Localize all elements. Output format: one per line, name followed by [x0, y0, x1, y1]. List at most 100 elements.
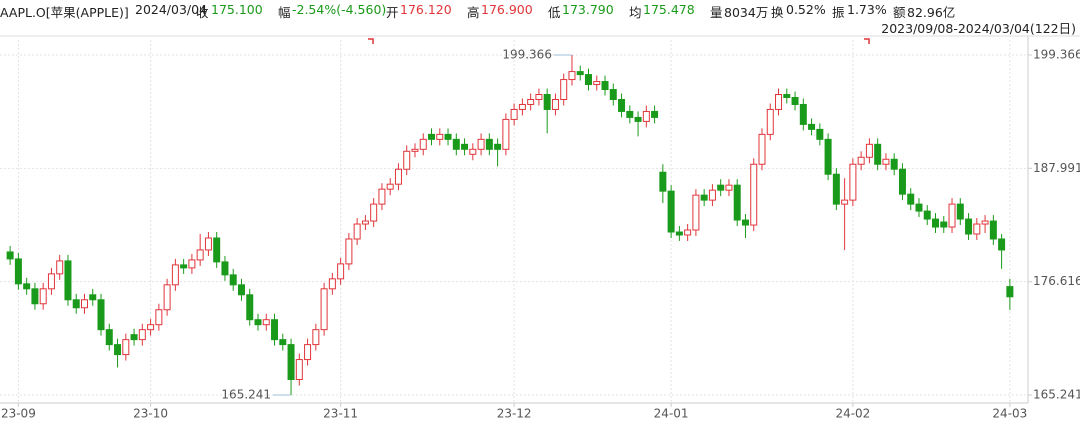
- field-label: 高: [467, 5, 480, 20]
- field-label: 均: [629, 5, 642, 20]
- candle-body: [750, 163, 758, 226]
- field-value: -2.54%(-4.560): [292, 2, 387, 17]
- candle-body: [890, 158, 898, 170]
- candle-body: [320, 288, 328, 331]
- candle-body: [147, 324, 155, 331]
- candle-body: [254, 319, 262, 326]
- candle-body: [64, 260, 72, 301]
- candle-body: [188, 259, 196, 269]
- candle-body: [31, 288, 39, 305]
- max-label: 199.366: [502, 47, 552, 61]
- candle-body: [105, 329, 113, 346]
- x-tick-label: 23-12: [497, 407, 532, 421]
- x-tick-label: 24-01: [654, 407, 689, 421]
- candle-body: [981, 220, 989, 225]
- x-tick-label: 23-09: [1, 407, 36, 421]
- candle-body: [775, 94, 783, 110]
- candle-body: [295, 359, 303, 380]
- candle-body: [386, 183, 394, 190]
- candle-body: [452, 138, 460, 150]
- field-label: 幅: [278, 5, 291, 20]
- candle-body: [361, 220, 369, 225]
- field-value: 175.100: [211, 2, 263, 17]
- candle-body: [262, 319, 270, 326]
- candle-body: [469, 148, 477, 155]
- candle-body: [791, 96, 799, 105]
- candle-body: [932, 218, 940, 228]
- candle-body: [717, 184, 725, 191]
- candle-body: [874, 143, 882, 165]
- candle-body: [535, 94, 543, 100]
- candle-body: [328, 278, 336, 290]
- field-value: 8034万: [724, 5, 769, 20]
- date: 2024/03/04: [135, 2, 208, 17]
- candle-body: [758, 133, 766, 165]
- candle-body: [97, 299, 105, 331]
- candle-body: [510, 108, 518, 120]
- candle-body: [857, 156, 865, 165]
- field-value: 0.52%: [786, 2, 826, 17]
- candle-body: [708, 189, 716, 201]
- candle-body: [39, 288, 47, 305]
- field-label: 振: [832, 5, 845, 20]
- candle-body: [246, 294, 254, 321]
- candle-body: [808, 123, 816, 130]
- candle-body: [923, 210, 931, 220]
- y-tick-label: 176.616: [1033, 274, 1080, 288]
- candle-body: [221, 261, 229, 276]
- field-value: 175.478: [643, 2, 695, 17]
- candle-body: [271, 319, 279, 341]
- candle-body: [304, 344, 312, 361]
- y-tick-label: 187.991: [1033, 161, 1080, 175]
- date-range: 2023/09/08-2024/03/04(122日): [881, 21, 1076, 36]
- x-tick-label: 24-02: [835, 407, 870, 421]
- candle-body: [403, 150, 411, 170]
- candle-body: [965, 218, 973, 235]
- candle-body: [626, 110, 634, 118]
- candle-body: [80, 299, 88, 309]
- field-label: 低: [548, 5, 561, 20]
- field-value: 176.900: [481, 2, 533, 17]
- candle-body: [824, 138, 832, 175]
- field-value: 173.790: [562, 2, 614, 17]
- candle-body: [477, 138, 485, 150]
- candle-body: [741, 219, 749, 226]
- field-label: 收: [196, 5, 209, 20]
- candle-body: [502, 118, 510, 150]
- candle-body: [940, 221, 948, 228]
- candle-body: [634, 116, 642, 122]
- candle-body: [849, 163, 857, 201]
- candle-body: [461, 143, 469, 150]
- candle-body: [353, 223, 361, 240]
- candle-body: [584, 74, 592, 86]
- candle-body: [642, 110, 650, 122]
- field-value: 1.73%: [847, 2, 887, 17]
- field-label: 量: [710, 5, 723, 20]
- candle-body: [651, 110, 659, 118]
- candle-body: [609, 89, 617, 100]
- candle-body: [551, 98, 559, 110]
- candle-body: [213, 237, 221, 263]
- field-value: 176.120: [400, 2, 452, 17]
- candle-body: [56, 260, 64, 275]
- candle-body: [989, 220, 997, 240]
- candle-body: [783, 94, 791, 98]
- candle-body: [171, 264, 179, 286]
- candle-body: [196, 249, 204, 261]
- candle-body: [700, 194, 708, 201]
- candle-body: [1006, 286, 1014, 298]
- candle-body: [428, 133, 436, 140]
- candle-body: [130, 334, 138, 341]
- candle-body: [725, 184, 733, 191]
- candle-body: [832, 173, 840, 205]
- candle-body: [180, 264, 188, 269]
- field-label: 额: [893, 5, 906, 20]
- field-value: 82.96亿: [907, 5, 956, 20]
- candle-body: [998, 238, 1006, 251]
- y-tick-label: 199.366: [1033, 47, 1080, 61]
- candle-body: [667, 190, 675, 233]
- candle-body: [766, 108, 774, 135]
- candle-body: [692, 194, 700, 231]
